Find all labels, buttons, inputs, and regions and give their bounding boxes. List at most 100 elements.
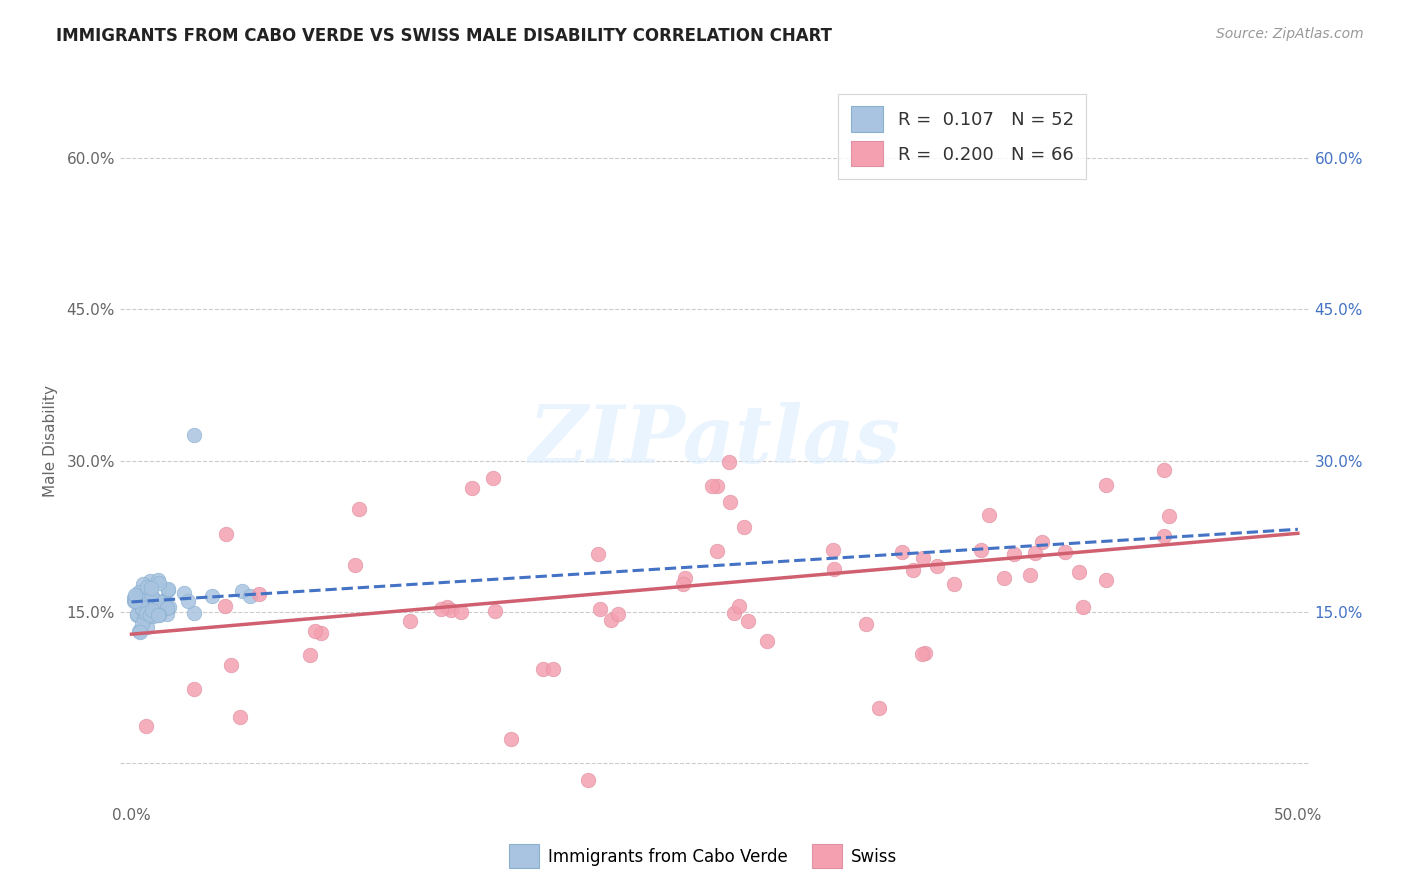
Point xyxy=(146,573,169,587)
Point xyxy=(231,584,253,599)
Point xyxy=(128,625,150,640)
Point xyxy=(148,608,170,623)
Point xyxy=(586,547,609,561)
Point xyxy=(136,601,159,615)
Point xyxy=(399,614,422,628)
Point xyxy=(1095,478,1118,492)
Point xyxy=(183,428,205,442)
Point xyxy=(440,603,463,617)
Point xyxy=(173,586,195,600)
Point xyxy=(903,563,925,577)
Point xyxy=(970,543,993,558)
Point xyxy=(139,574,162,588)
Point xyxy=(157,582,180,597)
Point xyxy=(136,604,159,618)
Point xyxy=(927,558,949,573)
Point xyxy=(728,599,751,613)
Point xyxy=(127,608,149,623)
Point xyxy=(128,624,150,639)
Point xyxy=(823,562,845,576)
Point xyxy=(136,580,159,594)
Point xyxy=(183,682,205,697)
Point xyxy=(139,607,162,622)
Point xyxy=(135,598,157,612)
Point xyxy=(868,701,890,715)
Point xyxy=(1053,545,1076,559)
Point xyxy=(134,598,156,612)
Point xyxy=(718,495,741,509)
Point xyxy=(1069,565,1091,579)
Point xyxy=(700,479,723,493)
Point xyxy=(131,616,153,631)
Point xyxy=(589,602,612,616)
Point xyxy=(1031,534,1053,549)
Point xyxy=(136,599,159,614)
Point xyxy=(912,550,935,565)
Point xyxy=(914,647,936,661)
Point xyxy=(156,607,179,621)
Point xyxy=(309,625,332,640)
Point xyxy=(733,520,755,534)
Point xyxy=(1159,508,1181,523)
Point xyxy=(157,600,180,615)
Point xyxy=(214,599,236,614)
Point xyxy=(132,612,155,626)
Point xyxy=(142,597,165,611)
Point xyxy=(132,577,155,591)
Point xyxy=(153,593,176,607)
Point xyxy=(737,614,759,628)
Point xyxy=(122,591,145,606)
Text: IMMIGRANTS FROM CABO VERDE VS SWISS MALE DISABILITY CORRELATION CHART: IMMIGRANTS FROM CABO VERDE VS SWISS MALE… xyxy=(56,27,832,45)
Point xyxy=(1153,529,1175,543)
Point xyxy=(541,662,564,676)
Point xyxy=(141,603,163,617)
Point xyxy=(1019,567,1042,582)
Point xyxy=(1095,573,1118,587)
Point xyxy=(122,594,145,608)
Text: Source: ZipAtlas.com: Source: ZipAtlas.com xyxy=(1216,27,1364,41)
Point xyxy=(135,719,157,733)
Point xyxy=(142,609,165,624)
Point xyxy=(531,663,554,677)
Point xyxy=(153,593,176,607)
Point xyxy=(149,595,172,609)
Point xyxy=(607,607,630,621)
Point xyxy=(911,647,934,661)
Point xyxy=(131,601,153,615)
Point xyxy=(135,619,157,633)
Point xyxy=(673,571,696,585)
Point xyxy=(942,577,965,591)
Point xyxy=(128,585,150,599)
Point xyxy=(247,587,270,601)
Point xyxy=(304,624,326,638)
Text: ZIPatlas: ZIPatlas xyxy=(529,401,901,479)
Point xyxy=(219,657,242,672)
Point xyxy=(347,502,370,516)
Point xyxy=(755,634,778,648)
Legend: Immigrants from Cabo Verde, Swiss: Immigrants from Cabo Verde, Swiss xyxy=(502,838,904,875)
Point xyxy=(125,607,148,621)
Point xyxy=(484,604,506,618)
Point xyxy=(1153,463,1175,477)
Point xyxy=(146,608,169,623)
Point xyxy=(706,478,728,492)
Y-axis label: Male Disability: Male Disability xyxy=(44,384,58,497)
Point xyxy=(239,589,262,603)
Point xyxy=(156,582,179,597)
Point xyxy=(429,602,451,616)
Point xyxy=(1071,600,1094,615)
Point xyxy=(201,589,224,603)
Point xyxy=(124,588,146,602)
Point xyxy=(600,613,623,627)
Point xyxy=(461,481,484,495)
Point xyxy=(993,571,1015,585)
Point xyxy=(344,558,367,573)
Point xyxy=(891,545,914,559)
Point xyxy=(139,586,162,600)
Point xyxy=(436,599,458,614)
Point xyxy=(135,606,157,620)
Point xyxy=(156,600,179,615)
Point xyxy=(717,455,740,469)
Point xyxy=(124,594,146,608)
Point xyxy=(499,731,522,746)
